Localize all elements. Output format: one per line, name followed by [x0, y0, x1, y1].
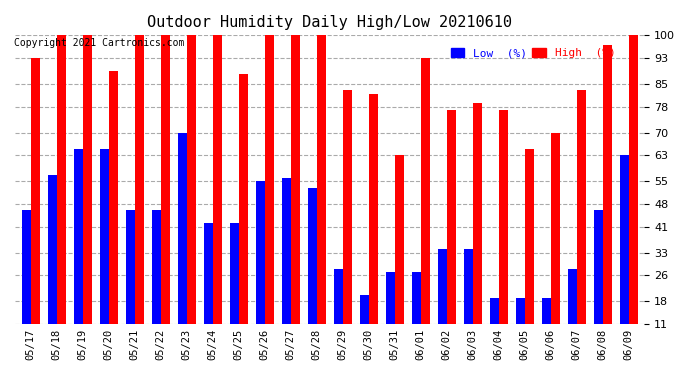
Title: Outdoor Humidity Daily High/Low 20210610: Outdoor Humidity Daily High/Low 20210610 — [147, 15, 512, 30]
Bar — [161, 35, 170, 360]
Bar — [411, 272, 421, 360]
Bar — [620, 155, 629, 360]
Bar — [577, 90, 586, 360]
Bar — [368, 94, 377, 360]
Bar — [524, 149, 534, 360]
Bar — [204, 224, 213, 360]
Bar — [343, 90, 352, 360]
Bar — [593, 210, 602, 360]
Bar — [464, 249, 473, 360]
Bar — [83, 35, 92, 360]
Bar — [437, 249, 446, 360]
Bar — [568, 269, 577, 360]
Bar — [308, 188, 317, 360]
Bar — [135, 35, 144, 360]
Bar — [499, 110, 508, 360]
Bar — [126, 210, 135, 360]
Bar — [108, 71, 118, 360]
Bar — [57, 35, 66, 360]
Bar — [255, 181, 265, 360]
Bar — [395, 155, 404, 360]
Bar — [333, 269, 343, 360]
Bar — [515, 298, 524, 360]
Bar — [74, 149, 83, 360]
Bar — [551, 133, 560, 360]
Bar — [542, 298, 551, 360]
Bar — [213, 35, 221, 360]
Bar — [230, 224, 239, 360]
Bar — [490, 298, 499, 360]
Bar — [48, 175, 57, 360]
Bar — [30, 58, 40, 360]
Bar — [152, 210, 161, 360]
Bar — [602, 45, 612, 360]
Bar — [239, 74, 248, 360]
Bar — [265, 35, 274, 360]
Bar — [21, 210, 30, 360]
Bar — [359, 295, 368, 360]
Legend: Low  (%), High  (%): Low (%), High (%) — [446, 44, 620, 63]
Bar — [290, 35, 299, 360]
Bar — [386, 272, 395, 360]
Bar — [99, 149, 108, 360]
Bar — [421, 58, 430, 360]
Bar — [473, 104, 482, 360]
Bar — [446, 110, 456, 360]
Bar — [186, 35, 196, 360]
Bar — [282, 178, 290, 360]
Text: Copyright 2021 Cartronics.com: Copyright 2021 Cartronics.com — [14, 38, 184, 48]
Bar — [177, 133, 186, 360]
Bar — [629, 35, 638, 360]
Bar — [317, 35, 326, 360]
